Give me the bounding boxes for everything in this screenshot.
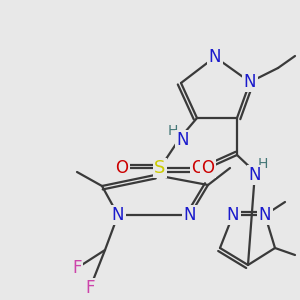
- Text: N: N: [244, 73, 256, 91]
- Text: N: N: [112, 206, 124, 224]
- Text: F: F: [85, 279, 95, 297]
- Text: O: O: [191, 159, 205, 177]
- Text: N: N: [184, 206, 196, 224]
- Text: N: N: [177, 131, 189, 149]
- Text: N: N: [259, 206, 271, 224]
- Text: O: O: [202, 159, 214, 177]
- Text: N: N: [249, 166, 261, 184]
- Text: S: S: [154, 159, 166, 177]
- Text: F: F: [72, 259, 82, 277]
- Text: N: N: [227, 206, 239, 224]
- Text: O: O: [116, 159, 128, 177]
- Text: H: H: [258, 157, 268, 171]
- Text: H: H: [168, 124, 178, 138]
- Text: N: N: [209, 48, 221, 66]
